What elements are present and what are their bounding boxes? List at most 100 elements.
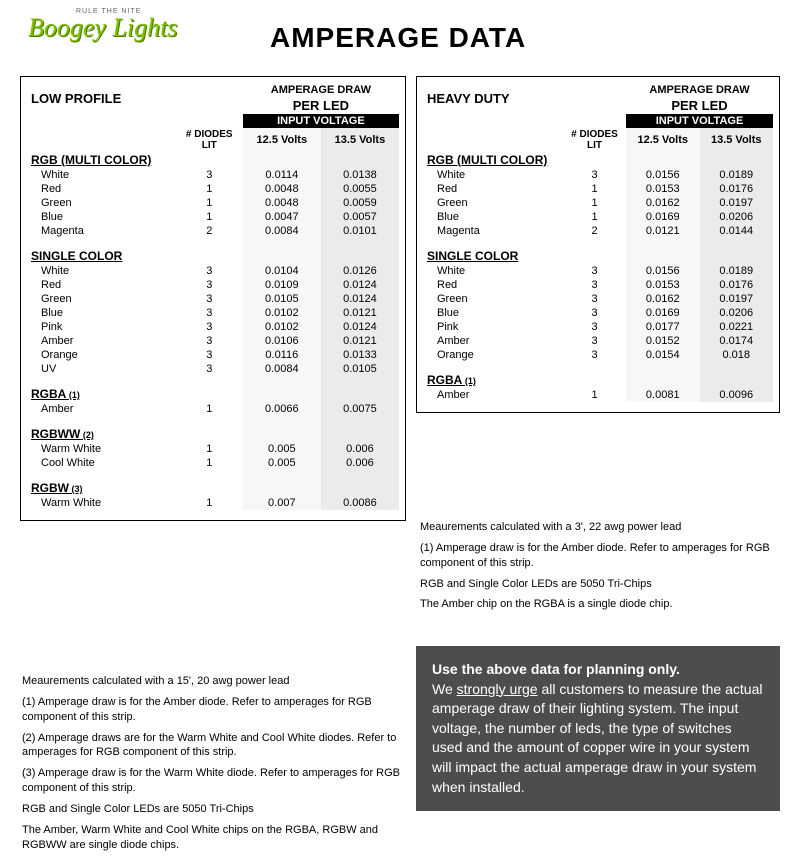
table-row: Pink30.01020.0124 <box>27 320 399 334</box>
table-row: Green30.01620.0197 <box>423 292 773 306</box>
table-row: Amber30.01520.0174 <box>423 334 773 348</box>
amp-draw-header: AMPERAGE DRAW <box>626 83 773 97</box>
footnote: RGB and Single Color LEDs are 5050 Tri-C… <box>420 577 776 592</box>
row-v125: 0.0084 <box>243 224 321 238</box>
section-heading: RGBW (3) <box>27 480 176 496</box>
row-v125: 0.0102 <box>243 320 321 334</box>
section-heading: SINGLE COLOR <box>423 248 563 264</box>
row-v135: 0.0133 <box>321 348 399 362</box>
row-v125: 0.0048 <box>243 182 321 196</box>
table-row: Orange30.01540.018 <box>423 348 773 362</box>
row-v135: 0.006 <box>321 442 399 456</box>
row-v135: 0.0059 <box>321 196 399 210</box>
row-name: Orange <box>27 348 176 362</box>
row-diodes: 3 <box>176 306 243 320</box>
row-name: Pink <box>27 320 176 334</box>
row-v125: 0.0121 <box>626 224 700 238</box>
footnotes-right: Meaurements calculated with a 3', 22 awg… <box>420 520 776 618</box>
row-v135: 0.0124 <box>321 278 399 292</box>
row-v125: 0.0169 <box>626 210 700 224</box>
row-v125: 0.0048 <box>243 196 321 210</box>
low-profile-panel: LOW PROFILE AMPERAGE DRAW PER LED INPUT … <box>20 76 406 521</box>
row-name: White <box>423 264 563 278</box>
section-heading: SINGLE COLOR <box>27 248 176 264</box>
row-v135: 0.0124 <box>321 320 399 334</box>
diodes-header: # DIODESLIT <box>176 128 243 152</box>
row-name: Orange <box>423 348 563 362</box>
row-v125: 0.0047 <box>243 210 321 224</box>
footnote: (1) Amperage draw is for the Amber diode… <box>420 541 776 571</box>
row-v135: 0.0057 <box>321 210 399 224</box>
row-v125: 0.0106 <box>243 334 321 348</box>
row-v125: 0.0084 <box>243 362 321 376</box>
row-v125: 0.0154 <box>626 348 700 362</box>
row-name: Green <box>423 292 563 306</box>
table-row: Green10.00480.0059 <box>27 196 399 210</box>
row-v135: 0.0086 <box>321 496 399 510</box>
heavy-duty-table: HEAVY DUTY AMPERAGE DRAW PER LED INPUT V… <box>423 83 773 402</box>
panel-title: HEAVY DUTY <box>423 83 563 114</box>
row-name: White <box>27 168 176 182</box>
table-row: Blue10.01690.0206 <box>423 210 773 224</box>
table-row: White30.01560.0189 <box>423 264 773 278</box>
section-heading: RGBWW (2) <box>27 426 176 442</box>
panel-title: LOW PROFILE <box>27 83 176 114</box>
row-name: Magenta <box>423 224 563 238</box>
row-v125: 0.005 <box>243 442 321 456</box>
row-v135: 0.0138 <box>321 168 399 182</box>
row-v135: 0.0121 <box>321 334 399 348</box>
table-row: Blue10.00470.0057 <box>27 210 399 224</box>
row-v125: 0.0102 <box>243 306 321 320</box>
row-name: Blue <box>423 306 563 320</box>
per-led-header: PER LED <box>243 97 399 114</box>
row-v135: 0.0206 <box>700 210 774 224</box>
row-diodes: 3 <box>563 320 626 334</box>
row-v125: 0.0152 <box>626 334 700 348</box>
section-heading: RGB (MULTI COLOR) <box>27 152 176 168</box>
row-v125: 0.0109 <box>243 278 321 292</box>
row-v135: 0.0221 <box>700 320 774 334</box>
row-v135: 0.0101 <box>321 224 399 238</box>
table-row: Cool White10.0050.006 <box>27 456 399 470</box>
row-diodes: 3 <box>563 306 626 320</box>
row-name: Red <box>423 182 563 196</box>
row-diodes: 1 <box>563 182 626 196</box>
row-diodes: 3 <box>176 278 243 292</box>
row-diodes: 2 <box>176 224 243 238</box>
row-name: Green <box>423 196 563 210</box>
row-v125: 0.0105 <box>243 292 321 306</box>
row-diodes: 3 <box>176 264 243 278</box>
page-title: AMPERAGE DATA <box>270 22 526 54</box>
row-name: Amber <box>27 402 176 416</box>
footnote: RGB and Single Color LEDs are 5050 Tri-C… <box>22 802 408 817</box>
row-diodes: 1 <box>176 442 243 456</box>
row-name: Green <box>27 292 176 306</box>
table-row: Amber10.00810.0096 <box>423 388 773 402</box>
table-row: Red30.01530.0176 <box>423 278 773 292</box>
row-diodes: 3 <box>563 264 626 278</box>
row-diodes: 1 <box>176 210 243 224</box>
row-name: White <box>423 168 563 182</box>
row-diodes: 3 <box>563 292 626 306</box>
row-diodes: 3 <box>176 292 243 306</box>
row-v135: 0.0126 <box>321 264 399 278</box>
row-name: Magenta <box>27 224 176 238</box>
table-row: Warm White10.0050.006 <box>27 442 399 456</box>
row-name: Cool White <box>27 456 176 470</box>
row-name: Green <box>27 196 176 210</box>
section-heading: RGBA (1) <box>423 372 563 388</box>
low-profile-table: LOW PROFILE AMPERAGE DRAW PER LED INPUT … <box>27 83 399 510</box>
row-v135: 0.0206 <box>700 306 774 320</box>
row-v125: 0.0177 <box>626 320 700 334</box>
row-diodes: 1 <box>563 196 626 210</box>
warning-underline: strongly urge <box>457 681 538 697</box>
footnote: Meaurements calculated with a 3', 22 awg… <box>420 520 776 535</box>
row-diodes: 3 <box>563 348 626 362</box>
row-diodes: 1 <box>563 210 626 224</box>
v125-header: 12.5 Volts <box>626 128 700 152</box>
row-name: Red <box>423 278 563 292</box>
input-voltage-bar: INPUT VOLTAGE <box>626 114 773 128</box>
row-v135: 0.0105 <box>321 362 399 376</box>
row-diodes: 1 <box>176 182 243 196</box>
table-row: Green30.01050.0124 <box>27 292 399 306</box>
